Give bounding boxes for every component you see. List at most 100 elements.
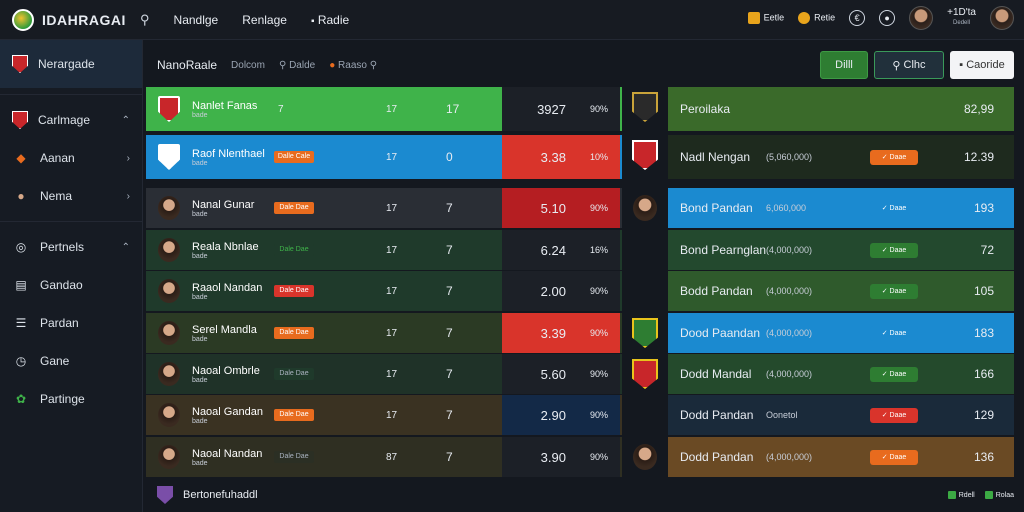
topnav-item-1[interactable]: Nandlge [173, 12, 219, 27]
table-row[interactable]: Dodd Pandan Oonetol ✓ Daae 129 [668, 395, 1014, 435]
check-icon: ✓ [881, 411, 888, 419]
search-icon[interactable]: ⚲ [140, 11, 150, 27]
score-value: 3.39 [540, 325, 566, 341]
table-row[interactable]: Peroilaka 82,99 [668, 87, 1014, 131]
table-row[interactable]: Serel Mandla bade Dale Dae 17 7 3.39 90% [146, 313, 622, 353]
sidebar-item-7[interactable]: ☰ Pardan [0, 304, 142, 342]
bottom-item-2[interactable]: Rolaa [984, 491, 1014, 499]
team-name: Bodd Pandan [680, 284, 753, 298]
top-item-1[interactable]: Eetle [747, 12, 784, 24]
bottom-item-1[interactable]: Rdell [947, 491, 975, 499]
team-value: 82,99 [963, 102, 994, 116]
table-row[interactable]: Bodd Pandan (4,000,000) ✓ Daae 105 [668, 271, 1014, 311]
action-button-1[interactable]: Dilll [820, 51, 868, 79]
app-logo[interactable]: IDAHRAGAI [0, 8, 140, 31]
status-badge: ✓ Daae [870, 242, 918, 258]
sidebar-item-1[interactable]: Nerargade [0, 40, 142, 88]
subheader-tab-2[interactable]: ⚲ Dalde [278, 59, 316, 71]
settings-icon[interactable]: ● [879, 10, 896, 26]
sidebar-item-3[interactable]: ◆ Aanan › [0, 139, 142, 177]
badge-icon: ◆ [16, 151, 26, 165]
table-row[interactable]: Nanal Gunar bade Dale Dae 17 7 5.10 90% [146, 188, 622, 228]
row-col1: 7 [278, 103, 284, 115]
table-row[interactable]: Bond Pearnglan (4,000,000) ✓ Daae 72 [668, 230, 1014, 270]
sidebar-item-label: Pertnels [40, 240, 85, 254]
status-badge: Dalle Cale [274, 151, 314, 163]
status-badge-label: Daae [889, 329, 907, 337]
sidebar-item-2[interactable]: Carlmage ⌃ [0, 101, 142, 139]
sidebar-item-9[interactable]: ✿ Partinge [0, 380, 142, 418]
subheader-tab-2-label: Dalde [289, 59, 316, 71]
row-col3: 17 [446, 102, 460, 116]
team-sub: (4,000,000) [766, 328, 813, 338]
team-value: 12.39 [963, 150, 994, 164]
row-col2: 87 [386, 451, 398, 463]
status-icon [984, 491, 993, 499]
sidebar-item-4[interactable]: ● Nema › [0, 177, 142, 215]
info-icon[interactable]: € [849, 10, 866, 26]
status-badge: ✓ Daae [870, 366, 918, 382]
table-row[interactable]: Dood Paandan (4,000,000) ✓ Daae 183 [668, 313, 1014, 353]
team-value: 193 [973, 201, 994, 215]
chevron-right-icon[interactable]: › [126, 152, 130, 164]
chevron-up-icon[interactable]: ⌃ [121, 114, 130, 126]
player-sub: bade [192, 335, 208, 343]
status-badge-label: Daae [889, 153, 907, 161]
topnav-item-3[interactable]: ▪ Radie [311, 13, 349, 27]
status-badge: ✓ Daae [870, 283, 918, 299]
chevron-right-icon[interactable]: › [126, 190, 130, 202]
player-avatar [633, 444, 657, 470]
action-button-3[interactable]: ▪ Caoride [950, 51, 1014, 79]
team-sub: (4,000,000) [766, 286, 813, 296]
check-icon: ✓ [881, 370, 888, 378]
player-sub: bade [192, 459, 208, 467]
table-row[interactable]: Raof Nlenthael bade Dalle Cale 17 0 3.38… [146, 135, 622, 179]
table-row[interactable]: Reala Nbnlae bade Dale Dae 17 7 6.24 16% [146, 230, 622, 270]
score-percent: 90% [589, 104, 608, 114]
row-col3: 7 [446, 408, 453, 422]
subheader-tab-3[interactable]: ● Raaso ⚲ [329, 59, 378, 71]
sidebar-item-8[interactable]: ◷ Gane [0, 342, 142, 380]
top-nav: ⚲ Nandlge Renlage ▪ Radie [140, 12, 349, 28]
subheader-tab-1[interactable]: Dolcom [231, 59, 265, 71]
target-icon: ◎ [15, 240, 27, 254]
avatar[interactable] [909, 6, 934, 30]
team-crest-icon [158, 144, 180, 170]
team-sub: (4,000,000) [766, 245, 813, 255]
table-row[interactable]: Dodd Mandal (4,000,000) ✓ Daae 166 [668, 354, 1014, 394]
table-row[interactable]: Naoal Nandan bade Dale Dae 87 7 3.90 90% [146, 437, 622, 477]
player-avatar [158, 279, 180, 303]
table-row[interactable]: Dodd Pandan (4,000,000) ✓ Daae 136 [668, 437, 1014, 477]
top-item-2[interactable]: Retie [798, 12, 835, 24]
bottom-item-2-label: Rolaa [995, 491, 1014, 499]
bottom-label: Bertonefuhaddl [183, 489, 258, 501]
team-crest-icon [632, 92, 658, 122]
pin-icon: ● [329, 59, 336, 71]
status-badge-label: Daae [889, 453, 907, 461]
badge-icon [747, 12, 760, 24]
crest-cell [622, 188, 668, 228]
team-crest-icon [632, 140, 658, 170]
top-item-3[interactable]: +1D'ta Dedell [947, 8, 976, 28]
subheader: NanoRaale Dolcom ⚲ Dalde ● Raaso ⚲ [143, 40, 1024, 90]
topnav-item-2[interactable]: Renlage [242, 12, 287, 27]
action-button-3-label: Caoride [966, 59, 1005, 71]
page-title: NanoRaale [157, 58, 218, 72]
profile-avatar[interactable] [990, 6, 1014, 30]
row-col2: 17 [386, 285, 398, 297]
table-row[interactable]: Nadl Nengan (5,060,000) ✓ Daae 12.39 [668, 135, 1014, 179]
sidebar-item-6[interactable]: ▤ Gandao [0, 266, 142, 304]
sidebar-item-5[interactable]: ◎ Pertnels ⌃ [0, 228, 142, 266]
subheader-tab-3-label: Raaso [338, 59, 367, 71]
table-row[interactable]: Nanlet Fanas bade 7 17 17 3927 90% [146, 87, 622, 131]
table-row[interactable]: Bond Pandan 6,060,000 ✓ Daae 193 [668, 188, 1014, 228]
table-row[interactable]: Naoal Ombrle bade Dale Dae 17 7 5.60 90% [146, 354, 622, 394]
chevron-up-icon[interactable]: ⌃ [121, 241, 130, 253]
player-info: Naoal Nandan bade [192, 448, 274, 467]
top-right: Eetle Retie € ● +1D'ta Dedell [747, 6, 1014, 30]
action-button-2[interactable]: ⚲ Clhc [874, 51, 944, 79]
team-name: Dodd Pandan [680, 450, 754, 464]
table-row[interactable]: Naoal Gandan bade Dale Dae 17 7 2.90 90% [146, 395, 622, 435]
status-icon [947, 491, 956, 499]
table-row[interactable]: Raaol Nandan bade Dale Dae 17 7 2.00 90% [146, 271, 622, 311]
